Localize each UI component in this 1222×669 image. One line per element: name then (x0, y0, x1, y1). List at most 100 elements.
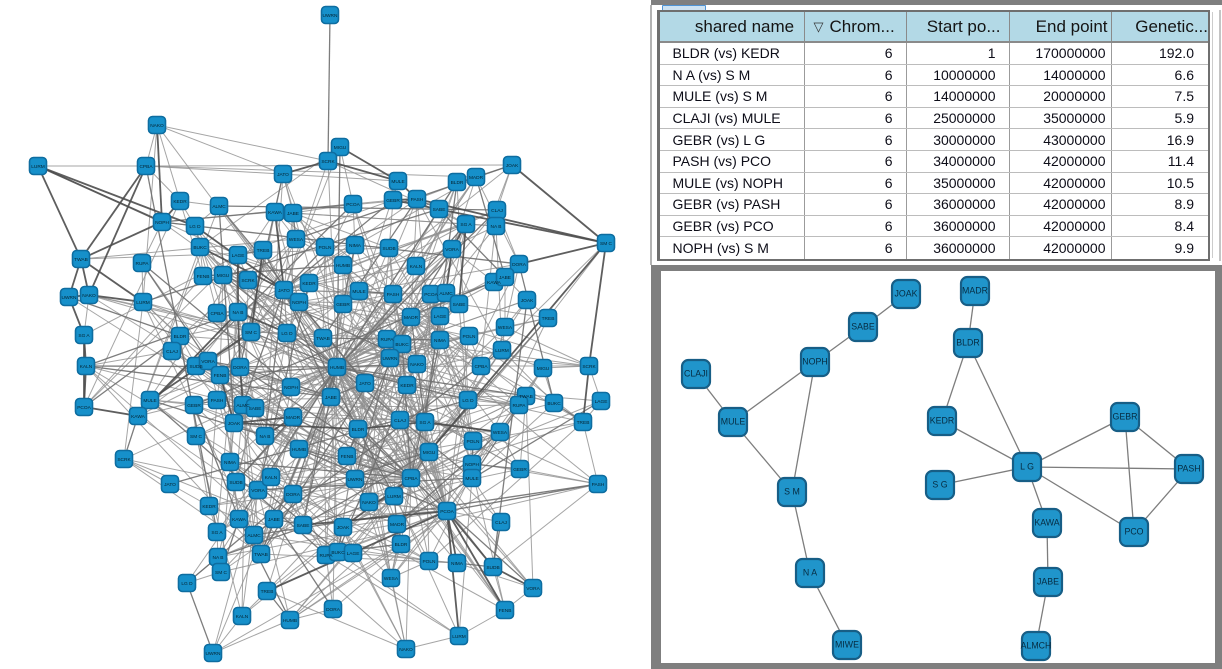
svg-text:LAGE: LAGE (434, 314, 447, 320)
svg-text:NIMA: NIMA (451, 561, 464, 567)
svg-text:NIMA: NIMA (434, 338, 447, 344)
svg-text:LURM: LURM (495, 348, 509, 354)
svg-text:GEBR: GEBR (187, 403, 201, 409)
svg-text:KALN: KALN (236, 614, 249, 620)
svg-text:JABE: JABE (268, 517, 280, 523)
svg-text:CPBA: CPBA (474, 364, 488, 370)
svg-text:MULE: MULE (465, 476, 478, 482)
svg-text:MULE: MULE (391, 179, 404, 185)
svg-text:MULE: MULE (352, 289, 365, 295)
svg-text:UWRN: UWRN (206, 651, 221, 657)
svg-text:MIWE: MIWE (835, 640, 859, 650)
svg-text:GEBR: GEBR (386, 198, 400, 204)
svg-text:UWRN: UWRN (323, 13, 338, 19)
svg-text:KAWA: KAWA (1034, 518, 1059, 528)
svg-text:MADR: MADR (404, 315, 419, 321)
svg-text:PASH: PASH (1177, 464, 1200, 474)
svg-text:SABE: SABE (453, 302, 466, 308)
svg-text:LURM: LURM (452, 634, 466, 640)
svg-text:SABE: SABE (297, 523, 310, 529)
svg-text:FENB: FENB (197, 274, 210, 280)
svg-text:VORA: VORA (445, 247, 459, 253)
svg-text:BLDR: BLDR (451, 180, 464, 186)
svg-text:BUKC: BUKC (193, 245, 207, 251)
svg-text:TWAB: TWAB (74, 257, 88, 263)
svg-text:DORA: DORA (326, 607, 341, 613)
svg-text:SUDB: SUDB (486, 565, 499, 571)
svg-text:UWRN: UWRN (383, 356, 398, 362)
svg-text:S G: S G (932, 480, 947, 490)
svg-text:GEBR: GEBR (1113, 412, 1138, 422)
svg-text:POLN: POLN (422, 559, 436, 565)
svg-text:NA B: NA B (213, 555, 224, 561)
svg-text:TWAB: TWAB (254, 552, 268, 558)
svg-text:GEBR: GEBR (336, 302, 350, 308)
svg-text:SABE: SABE (851, 322, 875, 332)
svg-text:CLAJ: CLAJ (491, 208, 503, 214)
svg-text:ALMC: ALMC (212, 204, 226, 210)
svg-text:NOPH: NOPH (802, 357, 827, 367)
svg-text:NAKO: NAKO (362, 500, 376, 506)
svg-text:SCRK: SCRK (241, 278, 255, 284)
svg-text:PCOA: PCOA (440, 509, 454, 515)
svg-text:GEBR: GEBR (513, 467, 527, 473)
svg-text:SM C: SM C (215, 570, 228, 576)
svg-text:WESA: WESA (493, 430, 508, 436)
svg-text:TREB: TREB (257, 248, 270, 254)
svg-text:KEDR: KEDR (202, 504, 216, 510)
svg-text:SG A: SG A (78, 333, 90, 339)
svg-text:POLN: POLN (318, 245, 332, 251)
svg-text:JOAK: JOAK (895, 289, 918, 299)
svg-text:MIGU: MIGU (334, 145, 347, 151)
svg-text:SG A: SG A (419, 420, 431, 426)
svg-text:PASH: PASH (211, 398, 224, 404)
svg-text:BLDR: BLDR (956, 338, 979, 348)
svg-text:MIGU: MIGU (423, 450, 436, 456)
svg-text:LAGE: LAGE (232, 253, 245, 259)
svg-text:BLDR: BLDR (352, 427, 365, 433)
svg-text:JOAK: JOAK (337, 525, 350, 531)
svg-text:HUMB: HUMB (283, 618, 297, 624)
svg-text:HUMB: HUMB (292, 447, 306, 453)
svg-text:ALMC: ALMC (236, 403, 250, 409)
svg-text:PCO: PCO (1124, 527, 1143, 537)
svg-text:SM C: SM C (600, 241, 613, 247)
svg-text:JABE: JABE (287, 211, 299, 217)
svg-text:SCRK: SCRK (582, 364, 596, 370)
svg-text:NIMA: NIMA (349, 243, 362, 249)
svg-text:TREB: TREB (577, 420, 590, 426)
svg-text:UWRN: UWRN (348, 477, 363, 483)
svg-text:NIMA: NIMA (224, 460, 237, 466)
svg-text:MADR: MADR (469, 175, 484, 181)
svg-text:ALMC: ALMC (247, 533, 261, 539)
svg-text:HUMB: HUMB (330, 365, 344, 371)
svg-text:NOPH: NOPH (284, 385, 298, 391)
svg-text:NA B: NA B (491, 224, 502, 230)
svg-text:BUKC: BUKC (331, 550, 345, 556)
svg-text:LURM: LURM (31, 164, 45, 170)
svg-text:NAKO: NAKO (399, 647, 413, 653)
svg-text:DORA: DORA (233, 365, 248, 371)
svg-text:MIGU: MIGU (217, 273, 230, 279)
svg-text:NA B: NA B (260, 434, 271, 440)
svg-text:NOPH: NOPH (292, 300, 306, 306)
svg-text:FENB: FENB (499, 608, 512, 614)
svg-text:JABE: JABE (499, 275, 511, 281)
svg-text:CLAJ: CLAJ (495, 520, 507, 526)
svg-text:MULE: MULE (721, 417, 746, 427)
svg-text:JATO: JATO (278, 288, 290, 294)
svg-text:SM C: SM C (190, 434, 203, 440)
svg-text:KALN: KALN (410, 264, 423, 270)
svg-text:KAWA: KAWA (232, 517, 247, 523)
svg-text:SUDB: SUDB (382, 246, 395, 252)
svg-text:KEDR: KEDR (930, 416, 954, 426)
svg-text:SABE: SABE (249, 406, 262, 412)
svg-text:PCOA: PCOA (424, 292, 438, 298)
svg-text:SCRK: SCRK (321, 159, 335, 165)
svg-text:LG D: LG D (189, 224, 201, 230)
svg-text:RUPA: RUPA (513, 403, 527, 409)
svg-text:CLAJI: CLAJI (684, 369, 708, 379)
svg-text:LG D: LG D (181, 581, 193, 587)
svg-text:LG D: LG D (462, 398, 474, 404)
svg-text:RUPA: RUPA (381, 337, 395, 343)
